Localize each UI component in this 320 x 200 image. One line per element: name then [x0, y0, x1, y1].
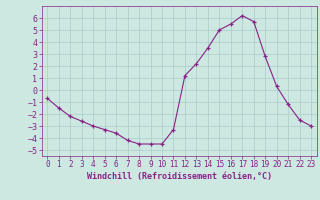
- X-axis label: Windchill (Refroidissement éolien,°C): Windchill (Refroidissement éolien,°C): [87, 172, 272, 181]
